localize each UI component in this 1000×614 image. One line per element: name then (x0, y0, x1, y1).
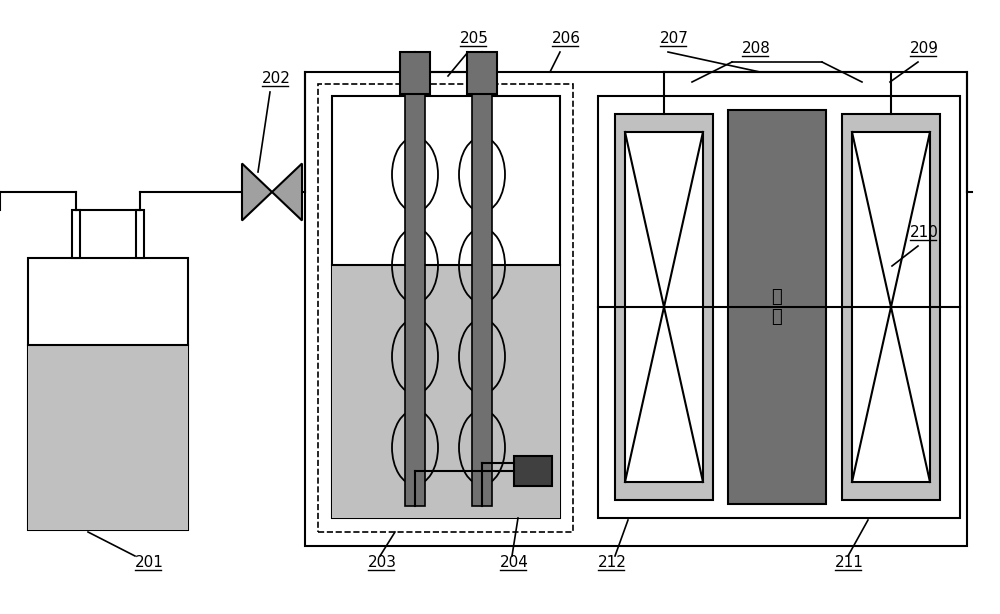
Bar (400, 52, 430, 94)
Bar (852, 132, 930, 482)
Bar (615, 114, 713, 500)
Bar (625, 132, 703, 482)
Text: 205: 205 (460, 31, 489, 46)
Text: 210: 210 (910, 225, 939, 240)
Polygon shape (272, 163, 302, 220)
Text: 208: 208 (742, 41, 771, 56)
Polygon shape (242, 163, 272, 220)
Text: 204: 204 (500, 555, 529, 570)
Text: 206: 206 (552, 31, 581, 46)
Text: 211: 211 (835, 555, 864, 570)
Text: 203: 203 (368, 555, 397, 570)
Bar (472, 86, 492, 506)
Bar (136, 210, 144, 258)
Bar (514, 456, 552, 486)
Text: 202: 202 (262, 71, 291, 86)
Text: 209: 209 (910, 41, 939, 56)
Bar (728, 110, 826, 504)
Text: 212: 212 (598, 555, 627, 570)
Bar (318, 84, 573, 532)
Text: 201: 201 (135, 555, 164, 570)
Bar (405, 86, 425, 506)
Bar (598, 96, 960, 518)
Bar (332, 96, 560, 518)
Text: 铁
芯: 铁 芯 (772, 287, 782, 327)
Bar (467, 52, 497, 94)
Bar (28, 345, 188, 530)
Bar (842, 114, 940, 500)
Bar (332, 265, 560, 518)
Bar (72, 210, 80, 258)
Text: 207: 207 (660, 31, 689, 46)
Bar (305, 72, 967, 546)
Bar (28, 258, 188, 530)
